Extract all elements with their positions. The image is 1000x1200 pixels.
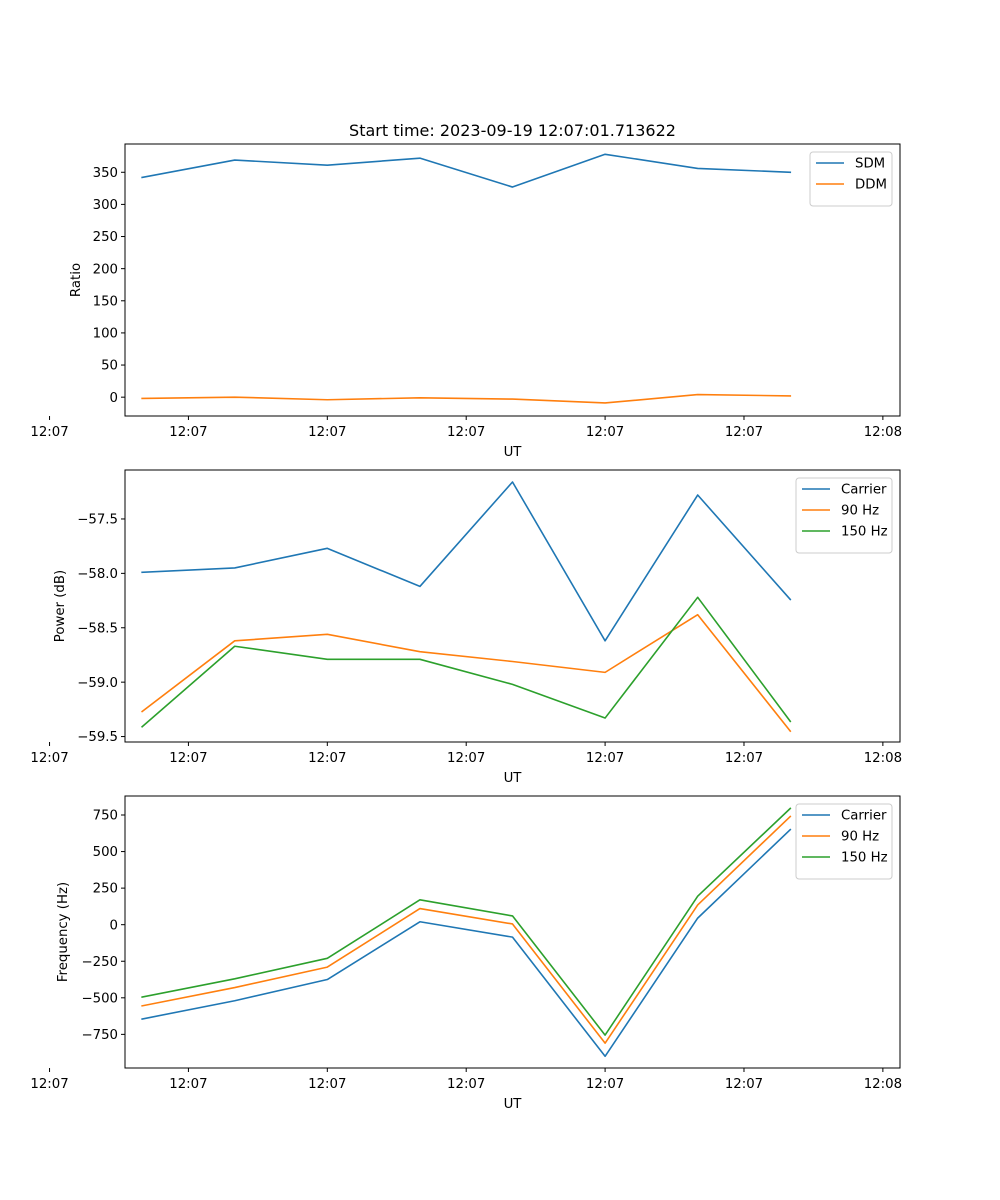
ratio-plot-area: 0 50 100 150 200 250 300 350 12:07 12:07 12:07 12:0… xyxy=(30,143,902,440)
frequency-y-tick-label: −750 xyxy=(81,1028,118,1043)
ratio-x-tick-label: 12:07 xyxy=(308,425,346,440)
ratio-y-axis-label: Ratio xyxy=(69,263,84,297)
frequency-x-tick-label: 12:08 xyxy=(864,1077,902,1092)
frequency-plot-area: −750 −500 −250 0 250 500 750 12:07 12:07 12:07 12:… xyxy=(30,795,902,1092)
ratio-y-tick-label: 100 xyxy=(93,327,118,342)
power-legend-label: 90 Hz xyxy=(841,504,879,519)
ratio-y-tick-label: 50 xyxy=(101,359,118,374)
frequency-x-tick-label: 12:07 xyxy=(586,1077,624,1092)
ratio-y-tick-label: 0 xyxy=(110,391,118,406)
power-series-carrier xyxy=(141,481,792,642)
frequency-y-tick-label: 500 xyxy=(93,845,118,860)
ratio-x-tick-label: 12:07 xyxy=(169,425,207,440)
frequency-y-axis-label: Frequency (Hz) xyxy=(56,882,71,982)
power-y-tick-label: −57.5 xyxy=(77,513,118,528)
frequency-legend-label: Carrier xyxy=(841,809,887,824)
frequency-series-90-hz xyxy=(141,815,792,1044)
ratio-y-tick-label: 250 xyxy=(93,230,118,245)
power-y-tick-label: −58.5 xyxy=(77,621,118,636)
power-legend-box xyxy=(795,477,893,554)
power-series-150-hz xyxy=(141,596,792,728)
power-legend-label: Carrier xyxy=(841,483,887,498)
power-legend-label: 150 Hz xyxy=(841,525,888,540)
power-x-tick-label: 12:07 xyxy=(169,751,207,766)
frequency-series-150-hz xyxy=(141,807,792,1036)
power-x-tick-label: 12:08 xyxy=(864,751,902,766)
power-y-tick-label: −58.0 xyxy=(77,567,118,582)
power-y-tick-label: −59.5 xyxy=(77,730,118,745)
power-x-tick-label: 12:07 xyxy=(447,751,485,766)
ratio-y-tick-label: 300 xyxy=(93,198,118,213)
ratio-x-tick-label: 12:07 xyxy=(725,425,763,440)
ratio-legend-label: SDM xyxy=(855,157,885,172)
power-x-tick-label: 12:07 xyxy=(30,751,68,766)
frequency-axes-frame xyxy=(124,795,901,1069)
ratio-y-tick-label: 350 xyxy=(93,166,118,181)
power-legend: Carrier 90 Hz 150 Hz xyxy=(795,477,893,554)
ratio-x-axis-label: UT xyxy=(504,445,523,460)
ratio-y-tick-label: 200 xyxy=(93,262,118,277)
frequency-x-tick-label: 12:07 xyxy=(725,1077,763,1092)
ratio-series-ddm xyxy=(141,393,792,404)
power-y-axis-label: Power (dB) xyxy=(53,570,68,642)
frequency-y-tick-label: −500 xyxy=(81,991,118,1006)
ratio-axes-frame xyxy=(124,143,901,417)
frequency-legend-box xyxy=(795,803,893,880)
frequency-x-tick-label: 12:07 xyxy=(30,1077,68,1092)
frequency-legend-label: 90 Hz xyxy=(841,830,879,845)
power-plot-area: −59.5 −59.0 −58.5 −58.0 −57.5 12:07 12:07 12:07… xyxy=(30,469,902,766)
ratio-x-tick-label: 12:07 xyxy=(447,425,485,440)
power-x-tick-label: 12:07 xyxy=(725,751,763,766)
ratio-legend: SDM DDM xyxy=(809,151,893,207)
frequency-y-tick-label: 0 xyxy=(110,918,118,933)
power-x-tick-label: 12:07 xyxy=(308,751,346,766)
frequency-legend-label: 150 Hz xyxy=(841,851,888,866)
frequency-x-tick-label: 12:07 xyxy=(169,1077,207,1092)
power-y-tick-label: −59.0 xyxy=(77,676,118,691)
power-x-tick-label: 12:07 xyxy=(586,751,624,766)
frequency-y-tick-label: 750 xyxy=(93,809,118,824)
ratio-x-tick-label: 12:07 xyxy=(30,425,68,440)
frequency-x-axis-label: UT xyxy=(504,1097,523,1112)
ratio-x-tick-label: 12:08 xyxy=(864,425,902,440)
frequency-y-tick-label: 250 xyxy=(93,882,118,897)
ratio-series-sdm xyxy=(141,153,792,188)
frequency-x-tick-label: 12:07 xyxy=(308,1077,346,1092)
ratio-legend-box xyxy=(809,151,893,207)
frequency-y-tick-label: −250 xyxy=(81,955,118,970)
ratio-panel: Start time: 2023-09-19 12:07:01.713622 0… xyxy=(30,121,902,460)
chart-title: Start time: 2023-09-19 12:07:01.713622 xyxy=(349,121,676,140)
ratio-x-tick-label: 12:07 xyxy=(586,425,624,440)
ratio-y-tick-label: 150 xyxy=(93,294,118,309)
ratio-legend-label: DDM xyxy=(855,178,887,193)
power-x-axis-label: UT xyxy=(504,771,523,786)
power-series-90-hz xyxy=(141,613,792,733)
frequency-series-carrier xyxy=(141,828,792,1058)
power-panel: −59.5 −59.0 −58.5 −58.0 −57.5 12:07 12:07 12:07… xyxy=(30,469,902,786)
frequency-panel: −750 −500 −250 0 250 500 750 12:07 12:07 12:07 12:… xyxy=(30,795,902,1112)
frequency-legend: Carrier 90 Hz 150 Hz xyxy=(795,803,893,880)
frequency-x-tick-label: 12:07 xyxy=(447,1077,485,1092)
power-axes-frame xyxy=(124,469,901,743)
